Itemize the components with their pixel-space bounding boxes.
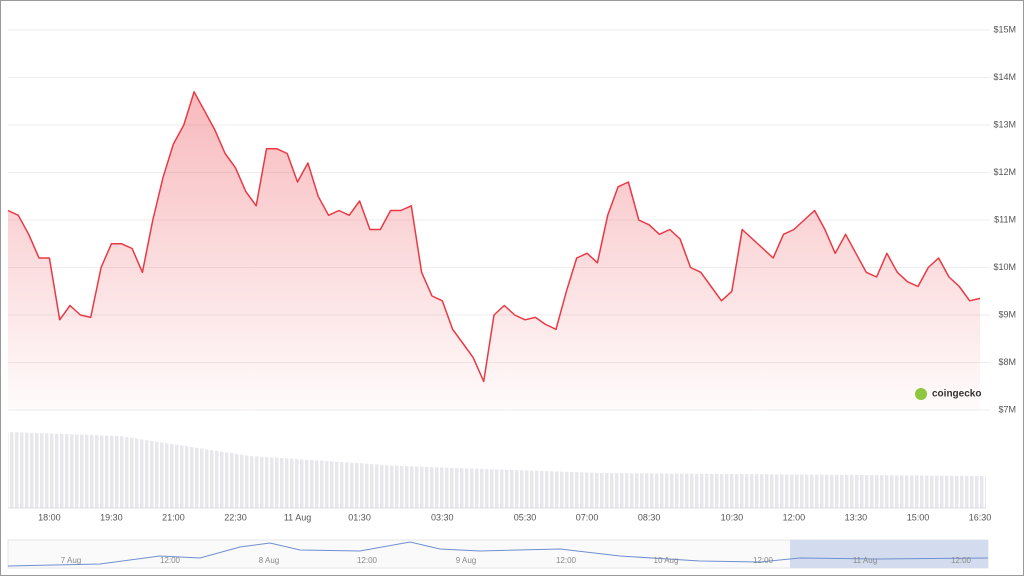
area xyxy=(8,91,980,411)
navigator-label: 9 Aug xyxy=(456,556,476,565)
y-tick-label: $11M xyxy=(994,214,1016,224)
navigator-window xyxy=(790,540,988,568)
navigator-label: 12:00 xyxy=(556,556,577,565)
volume-bars xyxy=(8,432,986,508)
navigator-label: 8 Aug xyxy=(259,556,279,565)
x-tick-label: 22:30 xyxy=(224,512,247,522)
x-tick-label: 21:00 xyxy=(162,512,185,522)
x-tick-label: 18:00 xyxy=(38,512,61,522)
x-tick-label: 07:00 xyxy=(576,512,599,522)
y-tick-label: $14M xyxy=(993,72,1016,82)
y-tick-label: $7M xyxy=(998,404,1016,414)
navigator-label: 12:00 xyxy=(160,556,181,565)
y-tick-label: $10M xyxy=(993,262,1016,272)
x-tick-label: 19:30 xyxy=(100,512,123,522)
line xyxy=(7,91,981,383)
navigator-line xyxy=(7,541,989,567)
navigator-label: 10 Aug xyxy=(654,556,679,565)
x-tick-label: 16:30 xyxy=(969,512,992,522)
watermark: coingecko xyxy=(932,389,981,400)
y-tick-label: $8M xyxy=(998,357,1016,367)
y-tick-label: $9M xyxy=(998,309,1016,319)
x-tick-label: 10:30 xyxy=(721,512,744,522)
x-tick-label: 01:30 xyxy=(348,512,371,522)
x-tick-label: 11 Aug xyxy=(284,512,311,522)
navigator-label: 12:00 xyxy=(357,556,378,565)
navigator-label: 7 Aug xyxy=(61,556,81,565)
y-tick-label: $13M xyxy=(993,119,1016,129)
x-tick-label: 13:30 xyxy=(845,512,868,522)
x-tick-label: 15:00 xyxy=(907,512,930,522)
navigator-label: 12:00 xyxy=(753,556,774,565)
x-tick-label: 12:00 xyxy=(783,512,806,522)
navigator-label: 12:00 xyxy=(951,556,972,565)
y-tick-label: $12M xyxy=(993,167,1016,177)
y-tick-label: $15M xyxy=(993,24,1016,34)
x-tick-label: 08:30 xyxy=(638,512,661,522)
watermark-logo xyxy=(915,388,927,400)
navigator-label: 11 Aug xyxy=(853,556,877,565)
x-tick-label: 05:30 xyxy=(514,512,537,522)
watermark-group: coingecko xyxy=(915,388,981,400)
x-tick-label: 03:30 xyxy=(431,512,454,522)
